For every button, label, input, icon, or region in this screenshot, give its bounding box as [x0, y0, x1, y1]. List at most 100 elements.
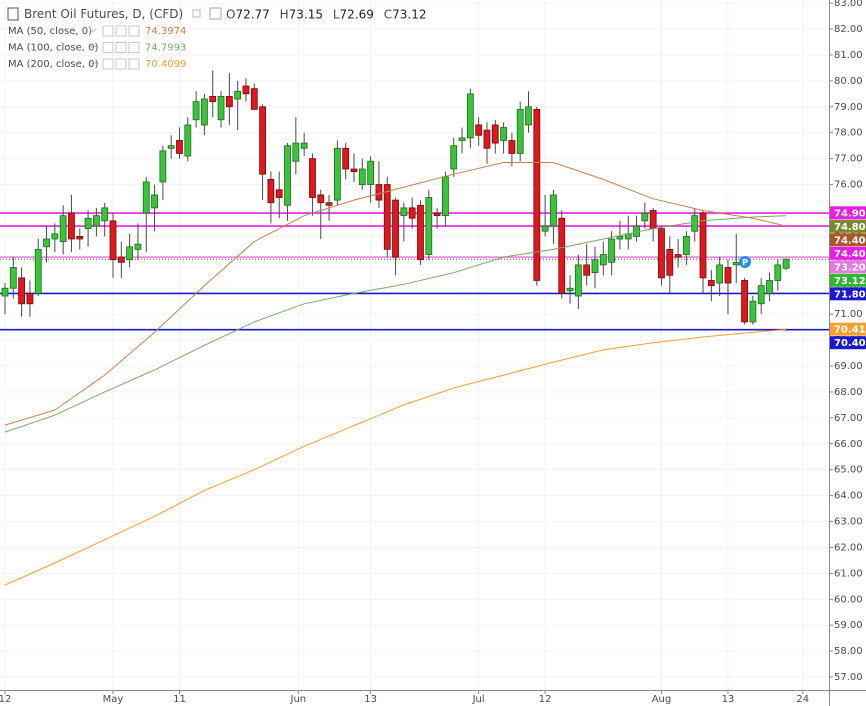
- candle-body: [732, 261, 740, 266]
- indicator-value: 70.4099: [145, 59, 186, 70]
- indicator-button[interactable]: [128, 58, 140, 70]
- candle-body: [550, 194, 557, 227]
- candle-body: [309, 158, 316, 198]
- indicator-button[interactable]: [128, 25, 140, 37]
- indicator-menu[interactable]: [89, 61, 97, 66]
- y-tick-label: 61.00: [834, 568, 863, 579]
- menu-icon[interactable]: [192, 9, 201, 18]
- x-tick-label: 13: [722, 694, 735, 705]
- x-tick-label: Jul: [472, 694, 485, 705]
- candle-body: [18, 277, 26, 305]
- ohlc-value: 72.77: [235, 7, 269, 21]
- candle-body: [757, 285, 765, 305]
- y-tick-label: 80.00: [834, 76, 863, 87]
- candle-body: [608, 238, 616, 263]
- y-tick-label: 82.00: [834, 24, 863, 35]
- candle-body: [674, 254, 682, 258]
- candle-body: [333, 147, 341, 201]
- candle-body: [43, 238, 50, 248]
- indicator-name: MA (200, close, 0): [8, 59, 98, 70]
- candle-body: [284, 145, 291, 206]
- y-tick-label: 59.00: [834, 620, 863, 631]
- indicator-menu[interactable]: [89, 28, 97, 33]
- candle-body: [167, 145, 175, 149]
- indicator-menu[interactable]: [89, 45, 97, 50]
- indicator-button[interactable]: [102, 58, 114, 70]
- indicator-value: 74.7993: [145, 43, 186, 54]
- ohlc-value: 73.12: [392, 7, 426, 21]
- indicator-button[interactable]: [115, 42, 127, 53]
- candle-body: [683, 235, 690, 255]
- ohlc-prefix: O: [226, 7, 235, 21]
- y-tick-label: 77.00: [834, 154, 863, 165]
- price-label: 71.80: [834, 289, 866, 300]
- candle-body: [192, 101, 200, 121]
- candle-body: [34, 248, 42, 294]
- x-tick-label: Aug: [652, 694, 672, 705]
- indicator-button[interactable]: [102, 25, 114, 37]
- x-tick-label: 11: [173, 694, 186, 705]
- candle-body: [533, 108, 541, 281]
- candle-body: [375, 184, 383, 201]
- price-label-box: [830, 219, 866, 233]
- candle-body: [716, 264, 724, 284]
- indicator-button[interactable]: [128, 42, 140, 53]
- y-tick-label: 76.00: [834, 180, 863, 191]
- x-tick-label: 13: [364, 694, 377, 705]
- candle-body: [209, 96, 217, 103]
- indicator-name: MA (50, close, 0): [8, 26, 92, 37]
- candle-body: [541, 225, 549, 232]
- candle-body: [92, 215, 100, 227]
- ohlc-value: 72.69: [340, 7, 374, 21]
- y-tick-label: 83.00: [834, 0, 863, 9]
- settings-icon[interactable]: [209, 7, 222, 20]
- candle-body: [591, 259, 599, 274]
- price-label-box: [830, 273, 866, 287]
- ohlc-prefix: L: [333, 7, 340, 21]
- candle-body: [466, 93, 474, 139]
- candle-body: [59, 215, 67, 242]
- candle-body: [76, 235, 84, 240]
- ohlc: O72.77 H73.15 L72.69 C73.12: [226, 7, 426, 21]
- candle-body: [358, 168, 366, 185]
- candle-body: [317, 194, 325, 204]
- candle-body: [408, 207, 416, 219]
- price-label: 73.12: [834, 276, 866, 287]
- price-label-box: [830, 322, 866, 336]
- price-label-box: [830, 233, 866, 247]
- collapse-icon[interactable]: [7, 7, 19, 21]
- candle-body: [782, 258, 790, 269]
- y-tick-label: 71.00: [834, 309, 863, 320]
- y-tick-label: 62.00: [834, 542, 863, 553]
- y-tick-label: 63.00: [834, 517, 863, 528]
- y-tick-label: 69.00: [834, 361, 863, 372]
- candle-body: [84, 217, 92, 230]
- candle-body: [134, 243, 142, 250]
- x-tick-label: 24: [796, 694, 809, 705]
- candle-body: [574, 264, 582, 297]
- ohlc-prefix: C: [384, 7, 392, 21]
- price-label: 70.40: [834, 338, 866, 349]
- y-tick-label: 57.00: [834, 672, 863, 683]
- indicator-button[interactable]: [102, 42, 114, 53]
- indicator-button[interactable]: [115, 25, 127, 37]
- event-marker[interactable]: [739, 256, 751, 268]
- candle-body: [516, 108, 524, 154]
- candle-body: [325, 202, 333, 206]
- y-tick-label: 64.00: [834, 491, 863, 502]
- candle-body: [117, 256, 125, 263]
- legend: Brent Oil Futures, D, (CFD) O72.77 H73.1…: [7, 7, 426, 70]
- candle-body: [500, 127, 507, 141]
- indicator-value: 74.3974: [145, 26, 186, 37]
- candle-body: [691, 215, 699, 232]
- price-label: 74.40: [834, 235, 866, 246]
- indicator-button[interactable]: [115, 58, 127, 70]
- candle-body: [267, 178, 275, 204]
- candle-body: [350, 168, 358, 172]
- grid: [0, 0, 829, 690]
- candle-body: [766, 280, 773, 294]
- candle-body: [9, 267, 17, 289]
